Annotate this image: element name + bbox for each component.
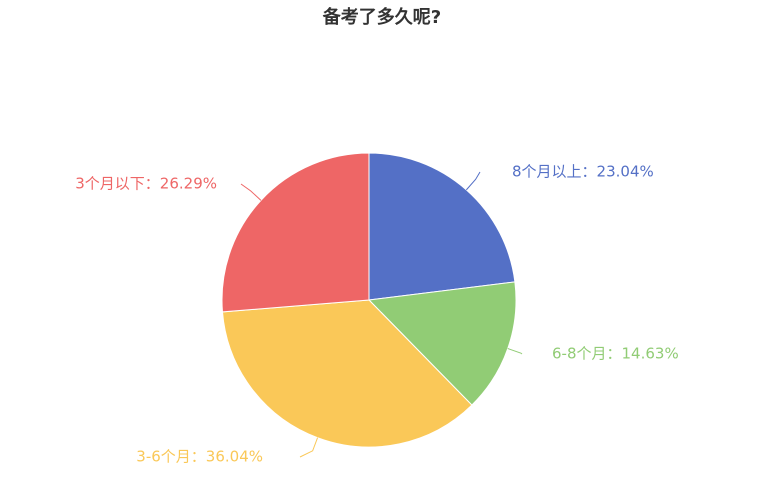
pie-slice[interactable] — [221, 299, 473, 448]
label-leader-line — [465, 171, 481, 191]
slice-label: 3-6个月：36.04% — [136, 448, 263, 466]
slice-label: 3个月以下：26.29% — [75, 175, 217, 193]
pie-labels: 8个月以上：23.04% 6-8个月：14.63% 3-6个月：36.04% 3个月以… — [75, 163, 678, 466]
chart-title: 备考了多久呢? — [322, 7, 442, 28]
pie-slices — [221, 152, 517, 448]
slice-label: 8个月以上：23.04% — [512, 163, 654, 181]
pie-slice[interactable] — [368, 152, 516, 301]
slice-label: 6-8个月：14.63% — [552, 345, 679, 363]
label-leader-line — [240, 183, 262, 201]
label-leader-line — [299, 437, 319, 458]
pie-slice[interactable] — [221, 152, 370, 313]
label-leader-line — [507, 348, 523, 355]
